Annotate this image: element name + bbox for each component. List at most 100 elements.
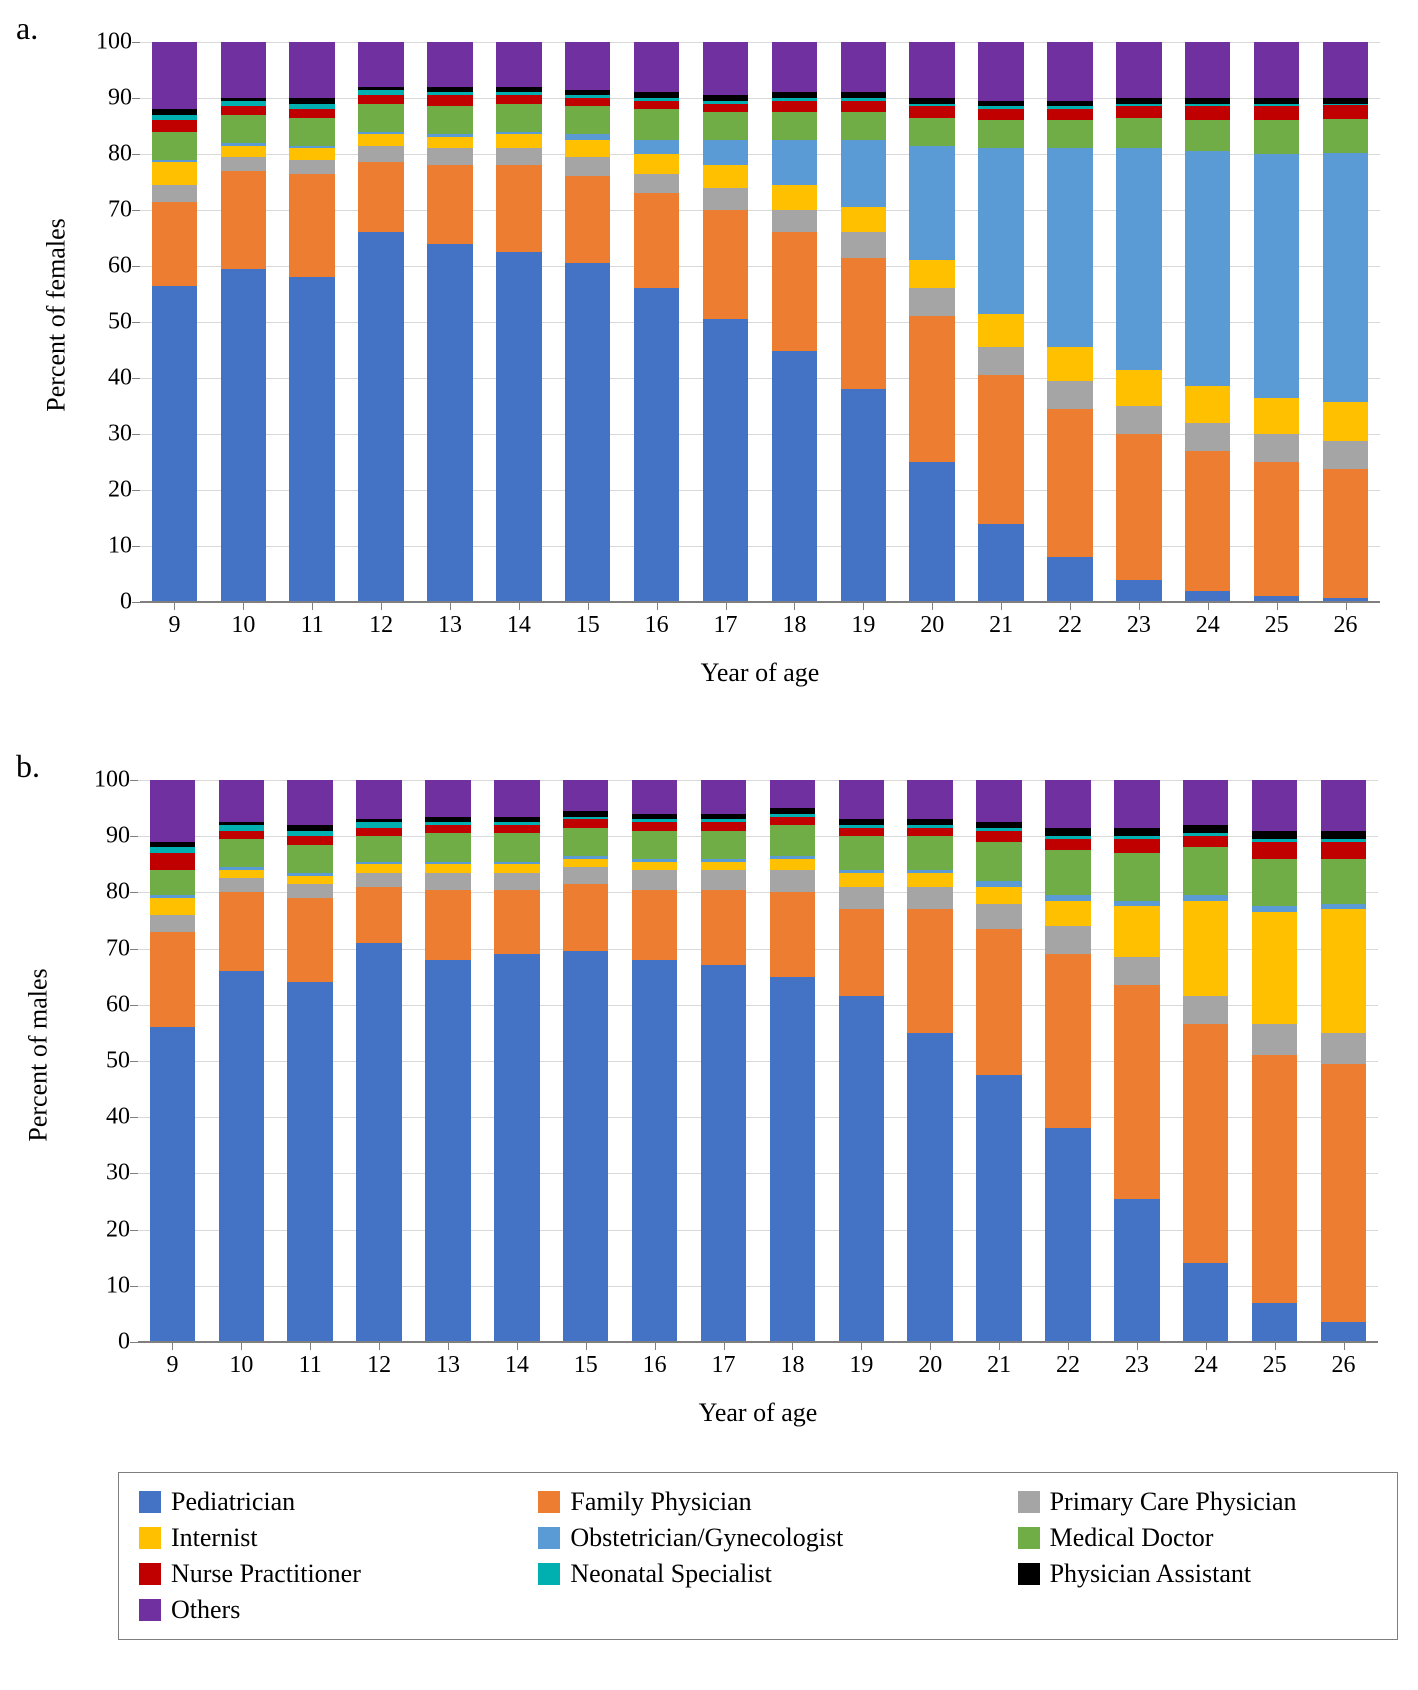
x-tick-label: 13 (436, 1342, 460, 1379)
bar-segment (1254, 154, 1299, 398)
bar-segment (356, 943, 401, 1342)
bar-segment (565, 140, 610, 157)
x-tick-label: 24 (1194, 1342, 1218, 1379)
bar-segment (289, 148, 334, 159)
bar-segment (1116, 148, 1161, 369)
bar-segment (1254, 98, 1299, 104)
legend: PediatricianFamily PhysicianPrimary Care… (118, 1472, 1398, 1640)
bar-segment (1254, 398, 1299, 434)
bar-segment (703, 188, 748, 210)
bar-segment (1116, 104, 1161, 107)
x-tick-label: 13 (438, 602, 462, 639)
bar-segment (1323, 98, 1368, 104)
panel-label-b: b. (16, 748, 40, 785)
bar-segment (909, 260, 954, 288)
bar-segment (634, 174, 679, 194)
bar-segment (770, 977, 815, 1342)
y-axis-title-b: Percent of males (24, 968, 54, 1141)
x-tick-label: 26 (1332, 1342, 1356, 1379)
bar-segment (563, 884, 608, 951)
bar-column (219, 780, 264, 1342)
bar-segment (289, 118, 334, 146)
x-tick-label: 26 (1334, 602, 1358, 639)
legend-item: Family Physician (538, 1487, 1017, 1517)
bar-segment (1047, 347, 1092, 381)
x-tick-label: 25 (1265, 602, 1289, 639)
bar-segment (1114, 839, 1159, 853)
bar-segment (1114, 836, 1159, 839)
bar-column (907, 780, 952, 1342)
bar-segment (356, 822, 401, 828)
bar-segment (427, 148, 472, 165)
bar-segment (978, 347, 1023, 375)
x-tick-label: 17 (714, 602, 738, 639)
bar-segment (907, 819, 952, 825)
y-tick-label: 20 (106, 1216, 138, 1243)
bar-segment (219, 839, 264, 867)
bar-segment (1321, 909, 1366, 1033)
bar-segment (1045, 828, 1090, 836)
bar-segment (425, 825, 470, 833)
bar-segment (287, 873, 332, 876)
bar-segment (150, 870, 195, 895)
bar-segment (150, 1027, 195, 1342)
bar-segment (563, 867, 608, 884)
bar-segment (1252, 1303, 1297, 1342)
bar-segment (563, 856, 608, 859)
legend-item: Internist (139, 1523, 538, 1553)
bar-segment (425, 960, 470, 1342)
bar-segment (152, 120, 197, 131)
bar-segment (841, 42, 886, 92)
bar-segment (703, 101, 748, 104)
bar-segment (221, 157, 266, 171)
y-tick-label: 30 (108, 421, 140, 448)
x-tick-label: 21 (989, 602, 1013, 639)
bar-segment (634, 42, 679, 92)
bar-column (287, 780, 332, 1342)
bar-segment (1045, 1128, 1090, 1342)
legend-label: Family Physician (570, 1487, 751, 1517)
x-tick-label: 22 (1058, 602, 1082, 639)
bar-segment (1047, 148, 1092, 347)
bar-segment (152, 160, 197, 163)
bar-segment (978, 524, 1023, 602)
bar-segment (1183, 833, 1228, 836)
bar-segment (770, 870, 815, 892)
bar-segment (289, 174, 334, 278)
bar-segment (976, 887, 1021, 904)
bar-segment (1114, 957, 1159, 985)
bar-segment (219, 892, 264, 971)
x-tick-label: 9 (168, 602, 180, 639)
bar-segment (565, 157, 610, 177)
bar-column (976, 780, 1021, 1342)
legend-label: Internist (171, 1523, 258, 1553)
bar-segment (425, 817, 470, 823)
bar-segment (978, 148, 1023, 313)
bar-segment (1185, 98, 1230, 104)
bar-segment (1183, 996, 1228, 1024)
bar-segment (1183, 895, 1228, 901)
x-tick-label: 17 (712, 1342, 736, 1379)
bar-segment (358, 232, 403, 602)
bar-segment (496, 165, 541, 252)
bar-segment (1185, 423, 1230, 451)
bar-segment (1183, 1263, 1228, 1342)
bar-segment (841, 232, 886, 257)
bar-segment (287, 845, 332, 873)
bar-segment (1321, 831, 1366, 839)
bar-segment (632, 862, 677, 870)
bar-segment (701, 965, 746, 1342)
legend-label: Primary Care Physician (1050, 1487, 1297, 1517)
bar-segment (1047, 120, 1092, 148)
y-tick-label: 80 (106, 879, 138, 906)
legend-swatch (538, 1563, 560, 1585)
bar-segment (563, 828, 608, 856)
y-tick-label: 10 (108, 533, 140, 560)
bar-segment (1252, 780, 1297, 831)
bar-segment (287, 831, 332, 837)
bar-segment (427, 165, 472, 243)
bar-segment (634, 92, 679, 98)
legend-row: InternistObstetrician/GynecologistMedica… (139, 1523, 1377, 1553)
bar-segment (839, 819, 884, 825)
x-tick-label: 19 (849, 1342, 873, 1379)
